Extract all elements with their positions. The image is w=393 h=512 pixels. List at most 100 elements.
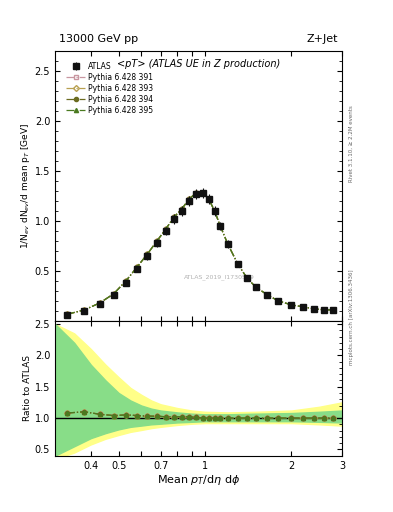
Pythia 6.428 391: [187, 196, 191, 202]
Pythia 6.428 394: [97, 300, 102, 306]
Pythia 6.428 395: [301, 304, 306, 310]
Pythia 6.428 395: [172, 214, 176, 220]
Line: Pythia 6.428 393: Pythia 6.428 393: [65, 191, 335, 316]
Pythia 6.428 391: [123, 278, 128, 284]
Pythia 6.428 391: [145, 251, 150, 257]
Text: Rivet 3.1.10, ≥ 2.2M events: Rivet 3.1.10, ≥ 2.2M events: [349, 105, 354, 182]
Pythia 6.428 393: [111, 291, 116, 297]
Pythia 6.428 391: [312, 306, 316, 312]
Pythia 6.428 394: [123, 278, 128, 284]
Text: mcplots.cern.ch [arXiv:1306.3436]: mcplots.cern.ch [arXiv:1306.3436]: [349, 270, 354, 365]
Pythia 6.428 393: [226, 241, 230, 247]
Pythia 6.428 393: [212, 208, 217, 214]
Pythia 6.428 391: [253, 284, 258, 290]
Pythia 6.428 395: [206, 196, 211, 202]
Pythia 6.428 395: [289, 302, 294, 308]
Pythia 6.428 393: [276, 298, 281, 304]
Pythia 6.428 393: [123, 278, 128, 284]
Line: Pythia 6.428 391: Pythia 6.428 391: [65, 191, 335, 316]
Pythia 6.428 395: [145, 251, 150, 257]
Pythia 6.428 391: [226, 241, 230, 247]
Line: Pythia 6.428 394: Pythia 6.428 394: [65, 191, 335, 316]
Pythia 6.428 394: [289, 302, 294, 308]
Pythia 6.428 394: [187, 196, 191, 202]
Pythia 6.428 391: [154, 238, 159, 244]
Pythia 6.428 394: [82, 307, 87, 313]
Pythia 6.428 393: [145, 251, 150, 257]
Pythia 6.428 393: [265, 292, 270, 298]
Pythia 6.428 394: [163, 226, 168, 232]
Pythia 6.428 393: [194, 190, 198, 196]
Pythia 6.428 395: [64, 311, 69, 317]
Pythia 6.428 393: [289, 302, 294, 308]
Pythia 6.428 391: [82, 307, 87, 313]
Legend: ATLAS, Pythia 6.428 391, Pythia 6.428 393, Pythia 6.428 394, Pythia 6.428 395: ATLAS, Pythia 6.428 391, Pythia 6.428 39…: [63, 59, 156, 118]
Pythia 6.428 395: [244, 275, 249, 281]
Pythia 6.428 394: [212, 208, 217, 214]
Pythia 6.428 391: [289, 302, 294, 308]
Pythia 6.428 395: [200, 190, 205, 196]
Pythia 6.428 394: [135, 264, 140, 270]
Pythia 6.428 394: [64, 311, 69, 317]
Pythia 6.428 394: [253, 284, 258, 290]
Pythia 6.428 393: [64, 311, 69, 317]
Pythia 6.428 395: [276, 298, 281, 304]
Pythia 6.428 394: [145, 251, 150, 257]
Pythia 6.428 391: [97, 300, 102, 306]
Pythia 6.428 393: [331, 307, 336, 313]
Pythia 6.428 394: [322, 307, 327, 313]
Pythia 6.428 393: [97, 300, 102, 306]
Pythia 6.428 393: [218, 223, 222, 229]
Pythia 6.428 393: [200, 190, 205, 196]
X-axis label: Mean $p_T$/d$\eta$ d$\phi$: Mean $p_T$/d$\eta$ d$\phi$: [157, 473, 240, 487]
Pythia 6.428 394: [244, 275, 249, 281]
Pythia 6.428 391: [235, 261, 240, 267]
Pythia 6.428 394: [235, 261, 240, 267]
Pythia 6.428 395: [226, 241, 230, 247]
Pythia 6.428 391: [111, 291, 116, 297]
Pythia 6.428 393: [206, 196, 211, 202]
Text: 13000 GeV pp: 13000 GeV pp: [59, 34, 138, 44]
Pythia 6.428 394: [180, 206, 184, 212]
Pythia 6.428 395: [180, 206, 184, 212]
Pythia 6.428 394: [200, 190, 205, 196]
Pythia 6.428 391: [64, 311, 69, 317]
Pythia 6.428 395: [111, 291, 116, 297]
Pythia 6.428 391: [244, 275, 249, 281]
Pythia 6.428 394: [172, 214, 176, 220]
Pythia 6.428 395: [212, 208, 217, 214]
Pythia 6.428 394: [331, 307, 336, 313]
Pythia 6.428 395: [312, 306, 316, 312]
Pythia 6.428 391: [322, 307, 327, 313]
Pythia 6.428 395: [253, 284, 258, 290]
Pythia 6.428 391: [265, 292, 270, 298]
Pythia 6.428 393: [135, 264, 140, 270]
Pythia 6.428 395: [163, 226, 168, 232]
Pythia 6.428 395: [322, 307, 327, 313]
Pythia 6.428 395: [265, 292, 270, 298]
Pythia 6.428 393: [154, 238, 159, 244]
Pythia 6.428 393: [244, 275, 249, 281]
Pythia 6.428 391: [135, 264, 140, 270]
Text: <pT> (ATLAS UE in Z production): <pT> (ATLAS UE in Z production): [117, 59, 280, 69]
Pythia 6.428 395: [218, 223, 222, 229]
Pythia 6.428 391: [200, 190, 205, 196]
Pythia 6.428 395: [194, 190, 198, 196]
Pythia 6.428 394: [154, 238, 159, 244]
Pythia 6.428 395: [97, 300, 102, 306]
Pythia 6.428 393: [187, 196, 191, 202]
Pythia 6.428 394: [301, 304, 306, 310]
Pythia 6.428 393: [180, 206, 184, 212]
Y-axis label: 1/N$_{ev}$ dN$_{ev}$/d mean p$_T$ [GeV]: 1/N$_{ev}$ dN$_{ev}$/d mean p$_T$ [GeV]: [19, 123, 32, 249]
Pythia 6.428 393: [235, 261, 240, 267]
Pythia 6.428 395: [331, 307, 336, 313]
Pythia 6.428 393: [253, 284, 258, 290]
Pythia 6.428 391: [206, 196, 211, 202]
Pythia 6.428 391: [212, 208, 217, 214]
Pythia 6.428 394: [206, 196, 211, 202]
Pythia 6.428 395: [154, 238, 159, 244]
Pythia 6.428 393: [312, 306, 316, 312]
Pythia 6.428 393: [82, 307, 87, 313]
Pythia 6.428 391: [301, 304, 306, 310]
Pythia 6.428 395: [135, 264, 140, 270]
